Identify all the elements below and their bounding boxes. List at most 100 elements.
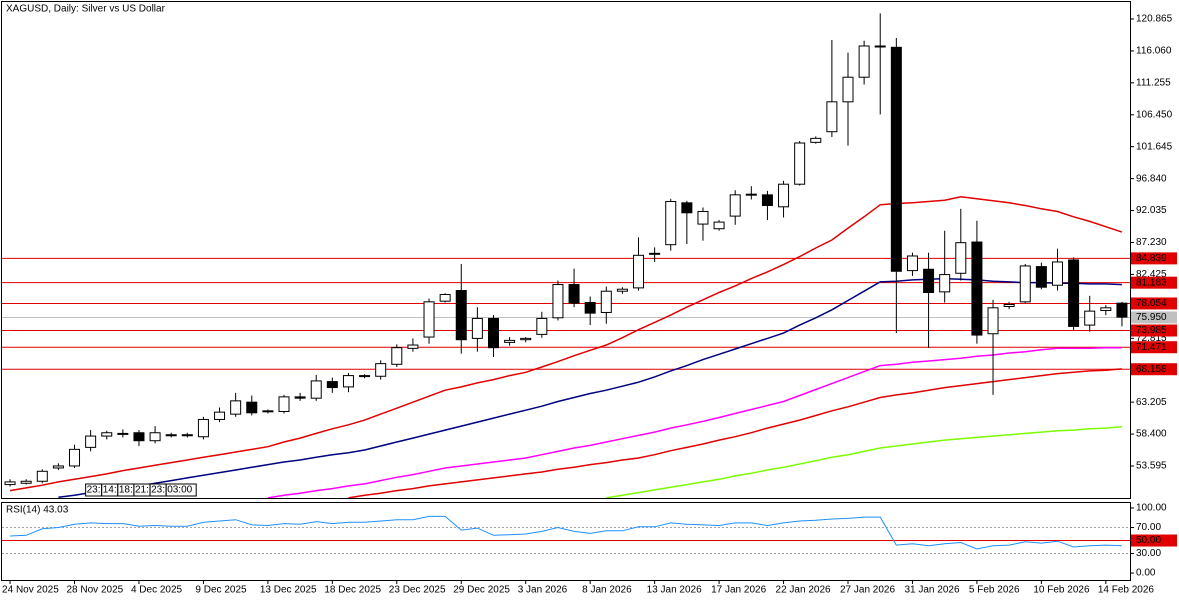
candle-body xyxy=(713,221,725,230)
candle-body xyxy=(1003,303,1015,307)
y-tick-label: 50.00 xyxy=(1136,535,1161,546)
candle-body xyxy=(906,255,918,272)
candle-body xyxy=(874,45,886,48)
candle-body xyxy=(939,274,951,293)
candle-body xyxy=(1019,265,1031,303)
candle-body xyxy=(165,434,177,437)
level-label-bg xyxy=(1131,341,1177,354)
candle-body xyxy=(181,434,193,437)
x-tick-label: 28 Nov 2025 xyxy=(67,585,124,596)
indicator-line xyxy=(606,426,1122,498)
candle-body xyxy=(197,418,209,438)
indicator-line xyxy=(10,515,1122,550)
x-tick-label: 29 Dec 2025 xyxy=(453,585,510,596)
candle-body xyxy=(1100,307,1112,311)
x-tick-label: 5 Feb 2026 xyxy=(969,585,1020,596)
x-tick-label: 13 Jan 2026 xyxy=(647,585,702,596)
indicator-line xyxy=(348,368,1122,498)
candle-body xyxy=(729,194,741,217)
candle-body xyxy=(439,294,451,302)
candle-body xyxy=(826,101,838,133)
level-label-bg xyxy=(1131,297,1177,310)
price-frame xyxy=(1,1,1131,499)
rsi-plot xyxy=(2,515,1130,555)
candle-body xyxy=(342,375,354,388)
time-label: 23: xyxy=(151,485,165,496)
candle-body xyxy=(52,465,64,469)
candle-body xyxy=(649,252,661,255)
x-tick-label: 10 Feb 2026 xyxy=(1033,585,1090,596)
candle-body xyxy=(149,432,161,442)
candle-body xyxy=(101,432,113,437)
price-plot xyxy=(2,13,1130,498)
x-tick-label: 24 Nov 2025 xyxy=(2,585,59,596)
time-label: 03:00 xyxy=(167,485,192,496)
candle-body xyxy=(890,46,902,272)
level-label-bg xyxy=(1131,324,1177,337)
current-price-bg xyxy=(1131,311,1177,324)
x-tick-label: 18 Dec 2025 xyxy=(324,585,381,596)
candle-body xyxy=(552,284,564,319)
y-tick-label: 53.595 xyxy=(1136,461,1167,472)
y-tick-label: 116.060 xyxy=(1136,46,1172,57)
x-tick-label: 14 Feb 2026 xyxy=(1098,585,1155,596)
indicator-line xyxy=(267,346,1122,498)
x-tick-label: 4 Dec 2025 xyxy=(131,585,183,596)
candle-body xyxy=(616,288,628,292)
candle-body xyxy=(20,480,32,484)
chart-title: XAGUSD, Daily: Silver vs US Dollar xyxy=(6,4,166,15)
candle-body xyxy=(1035,266,1047,288)
candle-body xyxy=(858,45,870,78)
y-tick-label: 101.645 xyxy=(1136,141,1173,152)
level-label: 84.839 xyxy=(1136,253,1167,264)
candle-body xyxy=(391,347,403,365)
x-tick-label: 17 Jan 2026 xyxy=(711,585,766,596)
candle-body xyxy=(681,202,693,214)
time-label-bg xyxy=(165,483,197,497)
candle-body xyxy=(36,470,48,482)
y-tick-label: 100.00 xyxy=(1136,503,1167,514)
candle-body xyxy=(584,301,596,314)
candle-body xyxy=(133,432,145,442)
x-tick-label: 31 Jan 2026 xyxy=(904,585,959,596)
level-label: 68.158 xyxy=(1136,364,1167,375)
candle-body xyxy=(1116,302,1128,318)
candle-body xyxy=(455,290,467,341)
x-tick-label: 23 Dec 2025 xyxy=(389,585,446,596)
y-tick-label: 63.205 xyxy=(1136,397,1167,408)
candle-body xyxy=(842,76,854,103)
candle-body xyxy=(214,411,226,420)
time-label: 23: xyxy=(87,485,101,496)
indicator-line xyxy=(9,196,1123,492)
candle-body xyxy=(955,242,967,274)
time-label: 21: xyxy=(135,485,149,496)
candle-body xyxy=(246,401,258,414)
candle-body xyxy=(971,241,983,336)
candle-body xyxy=(117,432,129,435)
candle-body xyxy=(536,317,548,335)
candle-body xyxy=(294,396,306,399)
x-tick-label: 13 Dec 2025 xyxy=(260,585,317,596)
y-tick-label: 58.400 xyxy=(1136,429,1167,440)
candle-body xyxy=(407,344,419,349)
candle-body xyxy=(4,481,16,486)
candle-body xyxy=(1051,261,1063,286)
time-label: 18: xyxy=(119,485,133,496)
y-tick-label: 72.815 xyxy=(1136,333,1167,344)
candle-body xyxy=(504,339,516,343)
level-label-bg xyxy=(1131,363,1177,376)
candle-body xyxy=(987,307,999,335)
y-tick-label: 30.00 xyxy=(1136,548,1161,559)
candle-body xyxy=(375,363,387,377)
y-tick-label: 111.255 xyxy=(1136,77,1171,88)
candle-body xyxy=(423,301,435,338)
candle-body xyxy=(1084,310,1096,326)
level-label: 73.985 xyxy=(1136,325,1167,336)
y-tick-label: 82.425 xyxy=(1136,269,1167,280)
candle-body xyxy=(778,183,790,208)
candle-body xyxy=(230,400,242,415)
y-tick-label: 92.035 xyxy=(1136,205,1167,216)
candle-body xyxy=(665,200,677,246)
